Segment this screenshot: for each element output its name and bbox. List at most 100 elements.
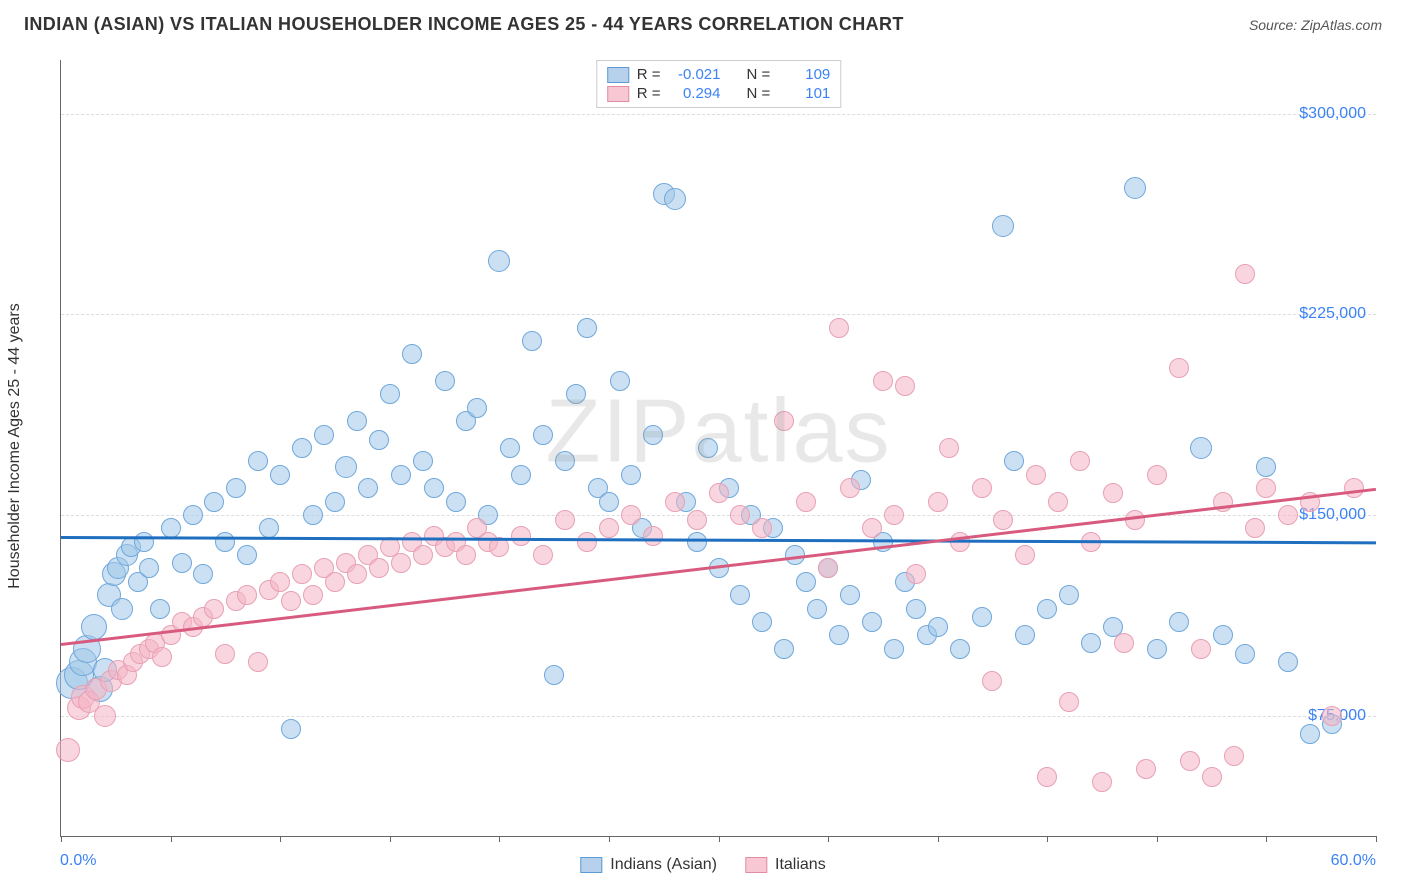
data-point [1169, 358, 1189, 378]
legend-swatch [607, 67, 629, 83]
data-point [928, 492, 948, 512]
x-tick [1376, 836, 1377, 842]
data-point [1256, 478, 1276, 498]
data-point [884, 639, 904, 659]
data-point [281, 719, 301, 739]
data-point [488, 250, 510, 272]
chart-title: INDIAN (ASIAN) VS ITALIAN HOUSEHOLDER IN… [24, 14, 904, 35]
data-point [248, 652, 268, 672]
data-point [1147, 465, 1167, 485]
data-point [347, 411, 367, 431]
data-point [1037, 599, 1057, 619]
data-point [972, 478, 992, 498]
data-point [1256, 457, 1276, 477]
data-point [94, 705, 116, 727]
data-point [1059, 585, 1079, 605]
data-point [1224, 746, 1244, 766]
data-point [325, 572, 345, 592]
data-point [183, 505, 203, 525]
data-point [1278, 652, 1298, 672]
data-point [533, 545, 553, 565]
data-point [303, 585, 323, 605]
data-point [1344, 478, 1364, 498]
data-point [555, 451, 575, 471]
data-point [774, 639, 794, 659]
data-point [796, 492, 816, 512]
legend-row: R =0.294N =101 [607, 84, 831, 103]
x-tick [390, 836, 391, 842]
data-point [1147, 639, 1167, 659]
chart-header: INDIAN (ASIAN) VS ITALIAN HOUSEHOLDER IN… [0, 0, 1406, 45]
chart-plot-area: ZIPatlas $75,000$150,000$225,000$300,000… [60, 60, 1376, 837]
data-point [928, 617, 948, 637]
data-point [511, 526, 531, 546]
data-point [1114, 633, 1134, 653]
data-point [1092, 772, 1112, 792]
data-point [1081, 633, 1101, 653]
data-point [730, 505, 750, 525]
data-point [972, 607, 992, 627]
data-point [664, 188, 686, 210]
watermark: ZIPatlas [545, 381, 891, 484]
x-axis-min-label: 0.0% [60, 852, 96, 870]
data-point [259, 518, 279, 538]
x-tick [280, 836, 281, 842]
legend-correlation: R =-0.021N =109R =0.294N =101 [596, 60, 842, 108]
data-point [1015, 545, 1035, 565]
data-point [1190, 437, 1212, 459]
data-point [347, 564, 367, 584]
data-point [172, 553, 192, 573]
legend-n-label: N = [747, 66, 771, 83]
x-tick [1047, 836, 1048, 842]
data-point [111, 598, 133, 620]
legend-swatch [580, 857, 602, 873]
data-point [555, 510, 575, 530]
data-point [446, 492, 466, 512]
data-point [774, 411, 794, 431]
data-point [325, 492, 345, 512]
data-point [152, 647, 172, 667]
data-point [884, 505, 904, 525]
legend-r-label: R = [637, 85, 661, 102]
legend-series-label: Italians [775, 856, 826, 874]
legend-bottom: Indians (Asian) Italians [580, 856, 825, 874]
data-point [335, 456, 357, 478]
data-point [796, 572, 816, 592]
data-point [643, 425, 663, 445]
data-point [1004, 451, 1024, 471]
data-point [281, 591, 301, 611]
data-point [56, 738, 80, 762]
data-point [643, 526, 663, 546]
gridline [61, 314, 1376, 315]
data-point [906, 564, 926, 584]
legend-row: R =-0.021N =109 [607, 65, 831, 84]
data-point [292, 564, 312, 584]
data-point [237, 545, 257, 565]
data-point [862, 612, 882, 632]
data-point [840, 478, 860, 498]
data-point [665, 492, 685, 512]
data-point [193, 564, 213, 584]
data-point [435, 371, 455, 391]
data-point [215, 532, 235, 552]
data-point [829, 625, 849, 645]
x-tick [499, 836, 500, 842]
data-point [413, 545, 433, 565]
data-point [369, 430, 389, 450]
data-point [1180, 751, 1200, 771]
data-point [1202, 767, 1222, 787]
data-point [698, 438, 718, 458]
data-point [1245, 518, 1265, 538]
legend-series-item: Italians [745, 856, 826, 874]
legend-swatch [607, 86, 629, 102]
data-point [456, 545, 476, 565]
legend-series-item: Indians (Asian) [580, 856, 717, 874]
data-point [424, 478, 444, 498]
legend-n-label: N = [747, 85, 771, 102]
data-point [993, 510, 1013, 530]
y-axis-title: Householder Income Ages 25 - 44 years [6, 303, 24, 589]
data-point [1059, 692, 1079, 712]
data-point [1070, 451, 1090, 471]
data-point [1136, 759, 1156, 779]
y-tick-label: $300,000 [1299, 105, 1366, 123]
